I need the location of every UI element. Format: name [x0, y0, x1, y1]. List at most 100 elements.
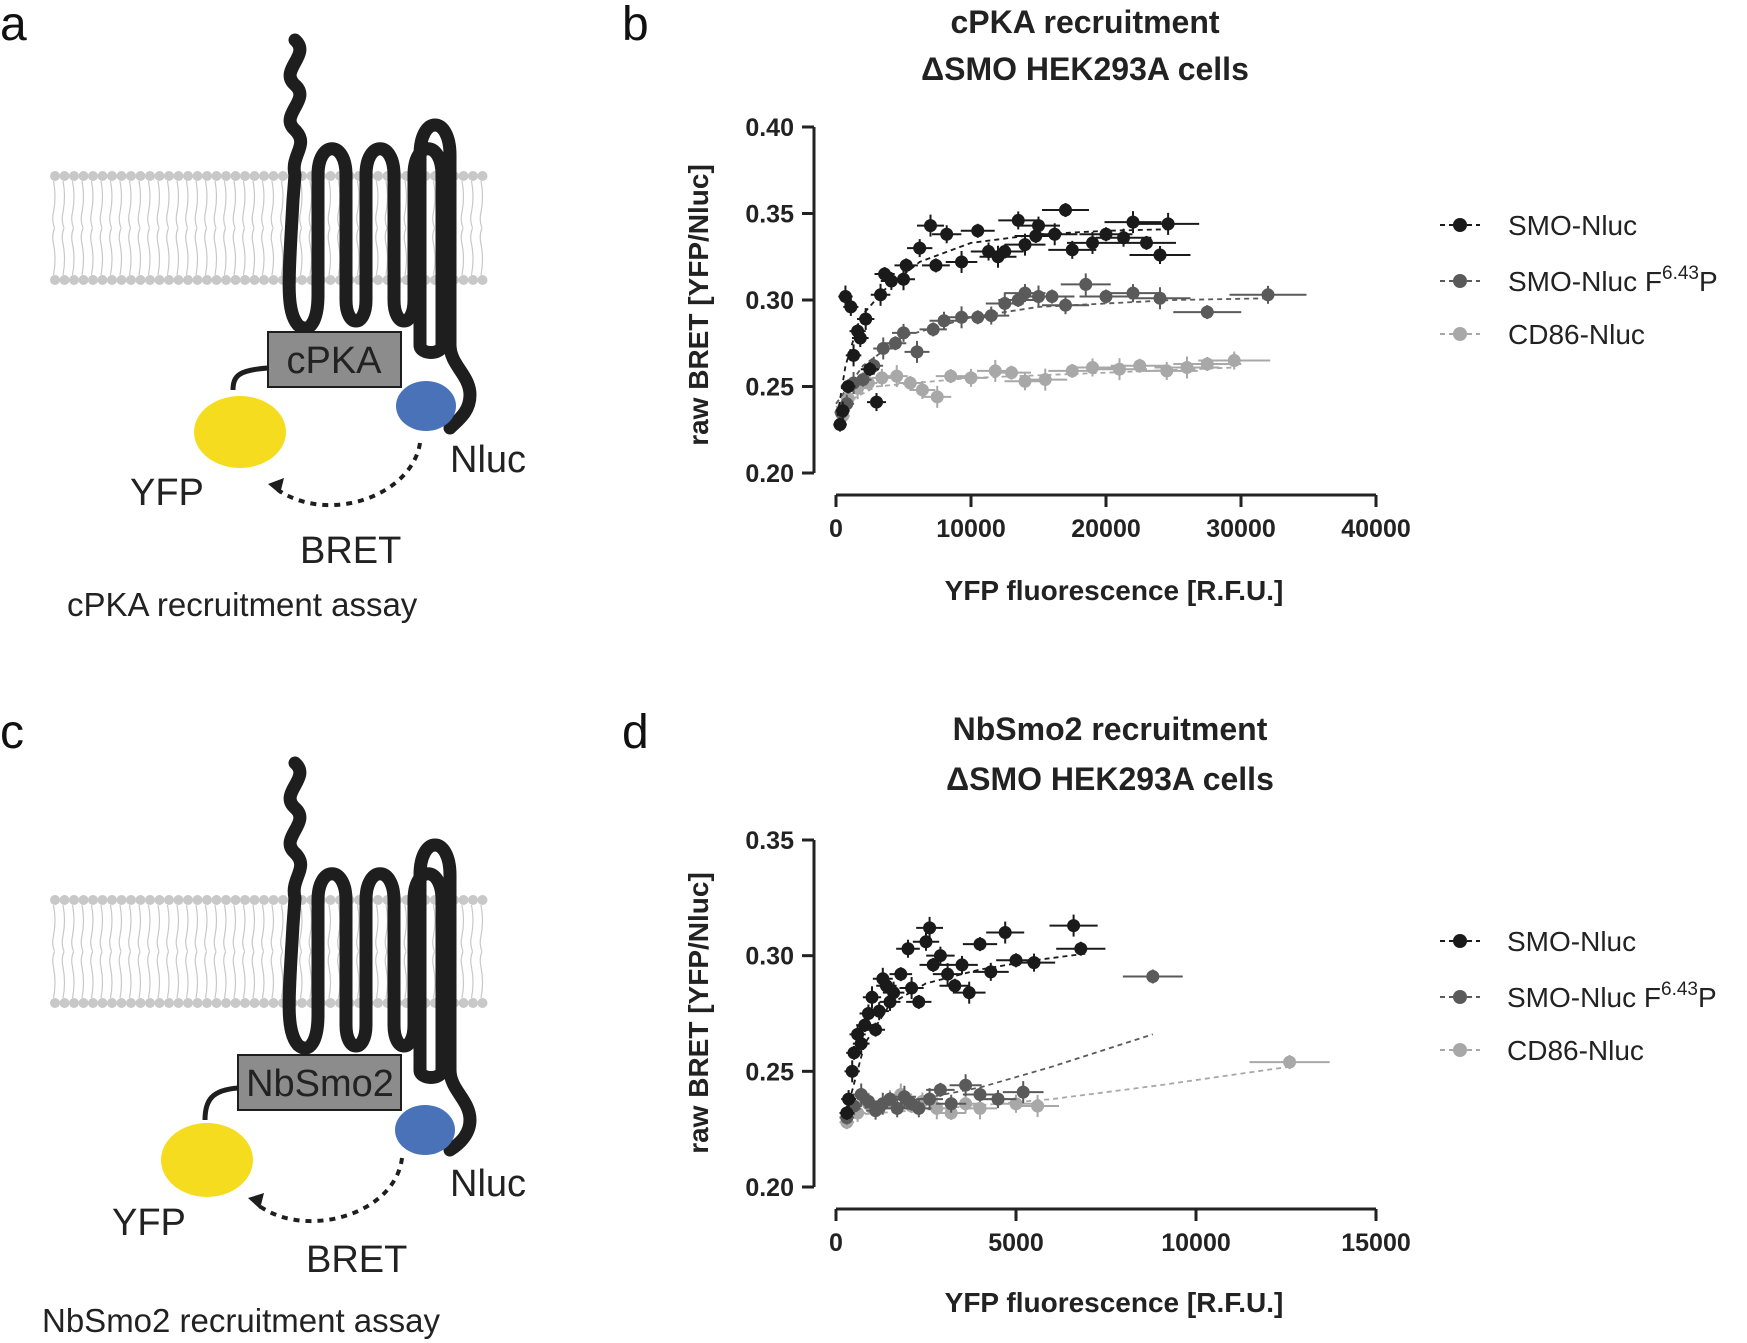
- lipid-head: [69, 171, 79, 181]
- lipid-head: [97, 275, 108, 285]
- data-point: [912, 995, 926, 1009]
- data-point: [1018, 238, 1032, 252]
- lipid-tail: [71, 904, 75, 952]
- lipid-tail: [213, 180, 218, 229]
- lipid-tail: [109, 904, 113, 952]
- lipid-head: [164, 895, 174, 905]
- lipid-tail: [156, 904, 161, 952]
- lipid-tail: [71, 951, 75, 999]
- lipid-tail: [175, 180, 180, 229]
- series-smo-nluc: [833, 203, 1200, 432]
- lipid-head: [145, 895, 155, 905]
- lipid-tail: [261, 951, 265, 999]
- lipid-tail: [479, 227, 484, 276]
- data-point: [1086, 360, 1099, 374]
- lipid-tail: [242, 180, 246, 229]
- lipid-tail: [166, 904, 170, 952]
- lipid-head: [240, 275, 250, 285]
- lipid-tail: [204, 904, 208, 952]
- chart-b: cPKA recruitment ΔSMO HEK293A cells raw …: [683, 4, 1718, 606]
- data-point: [973, 1101, 987, 1115]
- lipid-head: [116, 895, 127, 905]
- lipid-head: [468, 998, 478, 1008]
- data-point: [1059, 298, 1072, 312]
- lipid-tail: [232, 227, 237, 276]
- lipid-head: [458, 171, 469, 181]
- data-point: [1099, 227, 1113, 241]
- chart-title: NbSmo2 recruitment: [953, 711, 1268, 747]
- data-point: [840, 1106, 854, 1120]
- lipid-head: [477, 895, 488, 905]
- plot-area: 0.20 0.25 0.30 0.35 0 5000 10000 15000: [745, 827, 1410, 1257]
- lipid-head: [211, 275, 222, 285]
- data-point: [1067, 919, 1081, 933]
- data-point: [884, 274, 898, 288]
- data-point: [933, 949, 947, 963]
- lipid-tail: [280, 227, 284, 276]
- lipid-tail: [375, 904, 379, 952]
- data-point: [973, 937, 987, 951]
- nbsmo2-box: [237, 1054, 402, 1111]
- series-cd86-nluc: [835, 351, 1271, 423]
- lipid-head: [373, 998, 383, 1008]
- data-point: [955, 255, 969, 269]
- lipid-tail: [213, 227, 218, 276]
- lipid-tail: [270, 904, 275, 952]
- lipid-head: [192, 275, 203, 285]
- lipid-head: [268, 998, 279, 1008]
- lipid-tail: [99, 904, 104, 952]
- y-tick-label: 0.25: [745, 1058, 794, 1086]
- data-point: [984, 965, 998, 979]
- lipid-head: [325, 171, 336, 181]
- lipid-head: [135, 275, 146, 285]
- data-point: [910, 345, 924, 359]
- lipid-tail: [356, 951, 360, 999]
- data-point: [973, 1087, 987, 1101]
- data-point: [853, 331, 867, 345]
- lipid-head: [211, 171, 222, 181]
- lipid-tail: [470, 180, 474, 229]
- legend-marker: [1453, 1043, 1467, 1057]
- lipid-head: [211, 895, 222, 905]
- legend-item-smo-nluc-f643p: SMO-Nluc F6.43P: [1440, 979, 1717, 1013]
- lipid-head: [192, 998, 203, 1008]
- x-tick-label: 30000: [1206, 515, 1276, 543]
- bret-arrow: [256, 1157, 404, 1224]
- lipid-head: [126, 275, 136, 285]
- lipid-tail: [327, 951, 332, 999]
- data-point: [1016, 1085, 1030, 1099]
- nluc-label: Nluc: [450, 439, 526, 481]
- lipid-tail: [204, 227, 208, 276]
- data-point: [1140, 236, 1153, 250]
- y-tick-label: 0.25: [745, 374, 794, 402]
- lipid-head: [164, 171, 174, 181]
- bret-arrowhead-icon: [248, 1193, 264, 1209]
- lipid-head: [78, 998, 89, 1008]
- x-tick-label: 40000: [1341, 515, 1411, 543]
- lipid-tail: [356, 904, 360, 952]
- lipid-tail: [128, 904, 132, 952]
- lipid-head: [240, 171, 250, 181]
- lipid-tail: [166, 951, 170, 999]
- lipid-tail: [156, 180, 161, 229]
- lipid-tail: [99, 180, 104, 229]
- lipid-tail: [375, 227, 379, 276]
- lipid-tail: [460, 904, 465, 952]
- data-point: [861, 1094, 875, 1108]
- lipid-head: [69, 998, 79, 1008]
- y-tick-label: 0.35: [745, 201, 794, 229]
- membrane-bilayer: [50, 895, 488, 1008]
- lipid-tail: [175, 951, 180, 999]
- lipid-tail: [156, 227, 161, 276]
- lipid-head: [135, 998, 146, 1008]
- data-point: [1018, 374, 1032, 388]
- lipid-head: [230, 275, 241, 285]
- lipid-tail: [356, 180, 360, 229]
- fit-line: [835, 228, 1174, 425]
- lipid-head: [468, 275, 478, 285]
- lipid-tail: [403, 951, 408, 999]
- lipid-head: [230, 895, 241, 905]
- yfp-ellipse: [161, 1123, 253, 1197]
- data-point: [955, 958, 969, 972]
- data-point: [865, 990, 879, 1004]
